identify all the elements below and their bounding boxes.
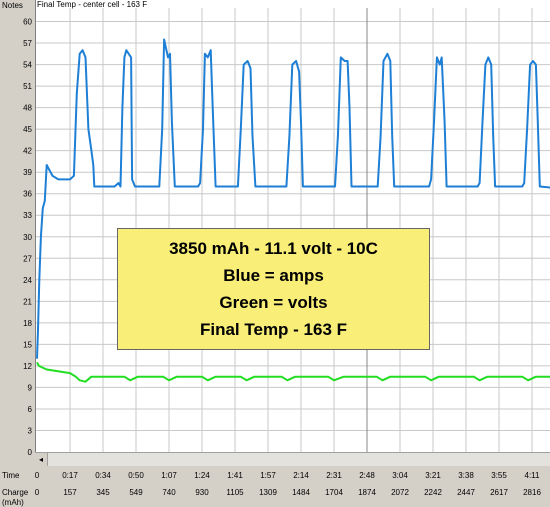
y-tick-label: 3: [28, 426, 33, 435]
time-row-label: Time: [2, 471, 20, 480]
y-tick-label: 57: [23, 39, 32, 48]
time-tick-label: 2:48: [359, 471, 375, 480]
y-tick-label: 15: [23, 340, 32, 349]
charge-tick-label: 0: [34, 488, 40, 497]
time-tick-label: 1:07: [161, 471, 177, 480]
annotation-line-green: Green = volts: [219, 293, 328, 312]
time-tick-label: 3:04: [392, 471, 408, 480]
charge-tick-label: 345: [96, 488, 110, 497]
charge-tick-label: 157: [63, 488, 77, 497]
y-tick-label: 21: [23, 297, 32, 306]
charge-row-label: Charge: [2, 488, 29, 497]
charge-tick-label: 2617: [490, 488, 508, 497]
y-tick-label: 12: [23, 362, 32, 371]
y-tick-label: 36: [23, 190, 32, 199]
charge-tick-label: 1704: [325, 488, 343, 497]
annotation-line-blue: Blue = amps: [223, 266, 324, 285]
y-tick-label: 45: [23, 125, 32, 134]
time-tick-label: 3:55: [491, 471, 507, 480]
series-line-amps: [36, 38, 550, 359]
charge-tick-label: 549: [129, 488, 143, 497]
time-tick-label: 1:24: [194, 471, 210, 480]
charge-tick-label: 930: [195, 488, 209, 497]
charge-tick-label: 1484: [292, 488, 310, 497]
time-tick-label: 3:21: [425, 471, 441, 480]
annotation-box: 3850 mAh - 11.1 volt - 10C Blue = amps G…: [117, 228, 430, 350]
chart-title: Final Temp - center cell - 163 F: [37, 0, 148, 9]
y-tick-label: 6: [28, 405, 33, 414]
y-tick-label: 0: [28, 448, 33, 457]
time-tick-label: 1:57: [260, 471, 276, 480]
y-tick-label: 51: [23, 82, 32, 91]
annotation-line-temp: Final Temp - 163 F: [199, 320, 348, 339]
annotation-line-spec: 3850 mAh - 11.1 volt - 10C: [169, 239, 378, 258]
notes-label: Notes: [2, 1, 23, 10]
charge-tick-label: 1874: [358, 488, 376, 497]
scroll-left-arrow-icon[interactable]: ◂: [35, 453, 48, 466]
time-tick-label: 0:50: [128, 471, 144, 480]
time-tick-label: 0:34: [95, 471, 111, 480]
charge-tick-label: 2242: [424, 488, 442, 497]
y-tick-label: 9: [28, 383, 33, 392]
time-tick-label: 1:41: [227, 471, 243, 480]
charge-tick-label: 2816: [523, 488, 541, 497]
y-tick-label: 30: [23, 233, 32, 242]
charge-tick-label: 1309: [259, 488, 277, 497]
charge-unit-label: (mAh): [2, 498, 24, 507]
y-tick-label: 24: [23, 276, 32, 285]
horizontal-scrollbar[interactable]: ◂: [35, 452, 550, 466]
time-tick-label: 3:38: [458, 471, 474, 480]
time-tick-label: 0: [34, 471, 40, 480]
charge-tick-label: 2447: [457, 488, 475, 497]
charge-tick-label: 1105: [226, 488, 244, 497]
charge-tick-label: 2072: [391, 488, 409, 497]
y-tick-label: 18: [23, 319, 32, 328]
y-tick-label: 48: [23, 104, 32, 113]
y-tick-label: 27: [23, 254, 32, 263]
time-tick-label: 4:11: [524, 471, 540, 480]
y-tick-label: 33: [23, 211, 32, 220]
series-line-volts: [36, 361, 550, 383]
time-tick-label: 2:14: [293, 471, 309, 480]
y-tick-label: 42: [23, 147, 32, 156]
y-tick-label: 54: [23, 61, 32, 70]
time-tick-label: 2:31: [326, 471, 342, 480]
y-tick-label: 39: [23, 168, 32, 177]
time-tick-label: 0:17: [62, 471, 78, 480]
charge-tick-label: 740: [162, 488, 176, 497]
y-tick-label: 60: [23, 18, 32, 27]
